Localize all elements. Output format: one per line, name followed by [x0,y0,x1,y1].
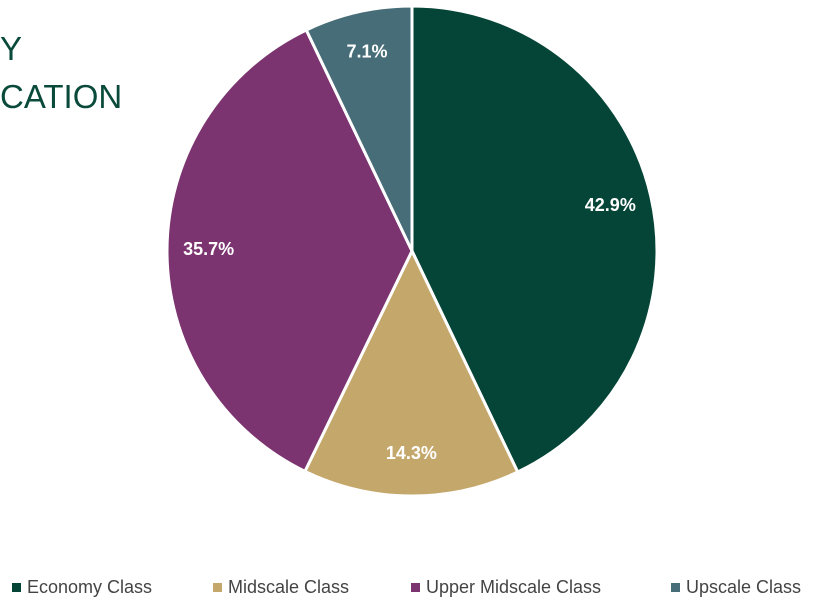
legend-swatch [12,583,21,592]
legend-swatch [213,583,222,592]
value-label: 7.1% [347,41,388,61]
pie-slice [165,27,414,474]
chart-title: Y [0,30,22,67]
pie-slice [302,247,520,498]
value-label: 35.7% [183,239,234,259]
value-label: 42.9% [585,195,636,215]
legend-label: Upscale Class [686,577,801,597]
legend-label: Midscale Class [228,577,349,597]
legend-label: Upper Midscale Class [426,577,601,597]
pie-slice [304,4,414,252]
legend-label: Economy Class [27,577,152,597]
legend-swatch [671,583,680,592]
pie-slice [410,4,659,475]
chart-title: CATION [0,78,122,115]
legend-swatch [411,583,420,592]
value-label: 14.3% [386,443,437,463]
